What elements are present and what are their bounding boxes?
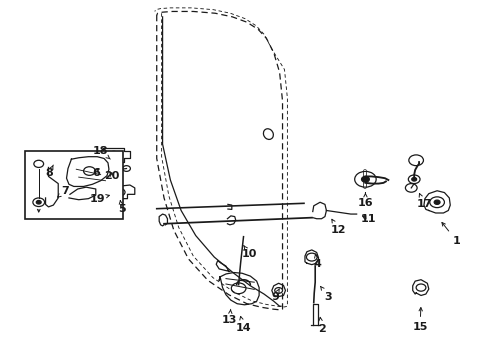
Circle shape: [36, 201, 41, 204]
Text: 3: 3: [320, 287, 331, 302]
Text: 19: 19: [89, 194, 109, 204]
Circle shape: [411, 177, 416, 181]
Text: 1: 1: [441, 222, 460, 246]
Text: 4: 4: [313, 254, 321, 269]
Text: 2: 2: [317, 318, 325, 334]
Text: 9: 9: [271, 289, 279, 302]
Circle shape: [433, 200, 439, 204]
Text: 10: 10: [241, 246, 257, 258]
Text: 7: 7: [58, 186, 69, 197]
Text: 11: 11: [360, 215, 376, 224]
Text: 18: 18: [93, 146, 110, 159]
Text: 20: 20: [104, 171, 119, 181]
Text: 12: 12: [330, 219, 346, 235]
Circle shape: [361, 176, 368, 182]
Text: 17: 17: [415, 193, 431, 210]
Circle shape: [112, 153, 116, 156]
Text: 5: 5: [118, 201, 125, 214]
Circle shape: [118, 191, 122, 194]
Text: 8: 8: [45, 165, 53, 178]
Bar: [25, 151, 122, 220]
Text: 13: 13: [222, 309, 237, 325]
Text: 16: 16: [357, 193, 372, 208]
Text: 6: 6: [92, 168, 100, 178]
Text: 14: 14: [235, 316, 251, 333]
Text: 15: 15: [411, 307, 427, 332]
